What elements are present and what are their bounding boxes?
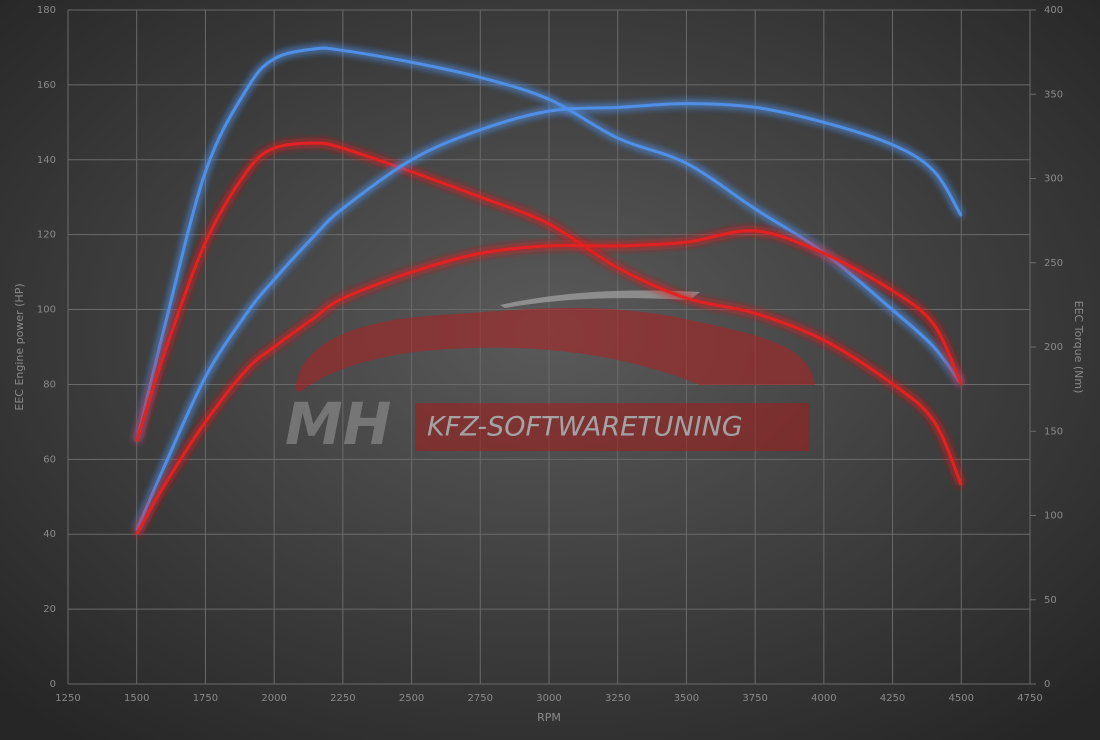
x-tick-label: 1750	[193, 693, 218, 704]
watermark: MH KFZ-SOFTWARETUNING	[285, 290, 815, 458]
car-roof	[500, 290, 700, 308]
y-axis-label: EEC Engine power (HP)	[13, 283, 26, 410]
x-tick-label: 1250	[55, 693, 80, 704]
car-outline	[295, 308, 815, 392]
x-tick-label: 2750	[468, 693, 493, 704]
y2-tick-label: 0	[1044, 679, 1050, 690]
series-line	[135, 102, 963, 532]
x-tick-label: 4500	[949, 693, 974, 704]
y-tick-label: 180	[37, 5, 56, 16]
series-line	[135, 229, 963, 535]
y2-tick-label: 150	[1044, 426, 1063, 437]
y2-tick-label: 400	[1044, 5, 1063, 16]
watermark-text: KFZ-SOFTWARETUNING	[427, 412, 743, 443]
x-tick-label: 3000	[536, 693, 561, 704]
y2-tick-label: 100	[1044, 511, 1063, 522]
y2-tick-label: 250	[1044, 258, 1063, 269]
x-tick-label: 4250	[880, 693, 905, 704]
y2-tick-label: 200	[1044, 342, 1063, 353]
x-tick-label: 2500	[399, 693, 424, 704]
y2-axis-label: EEC Torque (Nm)	[1072, 301, 1085, 394]
x-tick-label: 3500	[674, 693, 699, 704]
x-tick-label: 2000	[261, 693, 286, 704]
banner	[415, 403, 810, 451]
x-tick-label: 3250	[605, 693, 630, 704]
lines	[135, 46, 963, 535]
y-tick-label: 120	[37, 230, 56, 241]
y-tick-label: 20	[43, 604, 56, 615]
x-tick-label: 1500	[124, 693, 149, 704]
series-line	[135, 141, 963, 486]
y2-tick-label: 300	[1044, 174, 1063, 185]
y2-tick-label: 350	[1044, 89, 1063, 100]
watermark-logo: MH	[285, 390, 391, 458]
y-tick-label: 0	[50, 679, 56, 690]
x-tick-label: 2250	[330, 693, 355, 704]
x-axis-label: RPM	[537, 711, 561, 724]
y-tick-label: 140	[37, 155, 56, 166]
x-tick-label: 4750	[1017, 693, 1042, 704]
y-tick-label: 100	[37, 305, 56, 316]
x-tick-label: 4000	[811, 693, 836, 704]
y-tick-label: 160	[37, 80, 56, 91]
y2-tick-label: 50	[1044, 595, 1057, 606]
y-tick-label: 60	[43, 454, 56, 465]
y-tick-label: 80	[43, 379, 56, 390]
x-tick-label: 3750	[742, 693, 767, 704]
y-tick-label: 40	[43, 529, 56, 540]
